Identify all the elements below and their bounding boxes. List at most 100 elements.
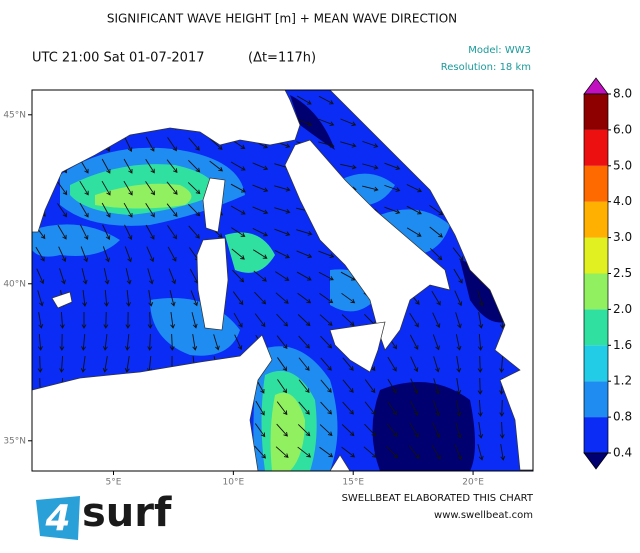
colorbar-label: 5.0	[613, 158, 632, 172]
arrow	[318, 271, 334, 281]
arrow	[80, 356, 86, 373]
arrow	[101, 180, 111, 196]
arrow	[478, 422, 484, 439]
africa	[32, 334, 273, 471]
arrow	[57, 224, 67, 240]
arrow	[432, 400, 440, 417]
arrow	[274, 250, 290, 259]
colorbar-band	[584, 201, 608, 238]
arrow	[125, 333, 130, 351]
arrow	[432, 334, 440, 351]
arrow	[409, 422, 419, 438]
arrow	[147, 333, 153, 351]
colorbar-label: 0.4	[613, 446, 632, 460]
colorbar-band	[584, 273, 608, 310]
arrow	[125, 268, 132, 285]
arrow	[432, 422, 441, 439]
arrow	[167, 225, 177, 240]
arrow	[298, 379, 310, 393]
arrow	[102, 356, 108, 373]
arrow	[297, 292, 312, 304]
arrow	[298, 401, 310, 415]
arrow	[146, 246, 155, 263]
patch	[32, 224, 120, 257]
arrow	[37, 355, 43, 373]
arrow	[274, 228, 291, 236]
arrow	[37, 333, 43, 351]
arrow	[499, 355, 505, 373]
arrow	[188, 137, 200, 151]
arrow	[454, 290, 463, 307]
arrow	[169, 290, 176, 307]
map	[32, 90, 533, 471]
arrow	[320, 379, 332, 393]
arrow	[319, 293, 334, 304]
arrow	[478, 312, 484, 329]
arrow	[191, 312, 198, 329]
arrow	[187, 182, 201, 195]
x-tick-label: 15°E	[342, 478, 364, 488]
y-tick-label: 35°N	[3, 436, 26, 446]
arrow	[386, 445, 399, 459]
arrow	[477, 290, 484, 307]
arrow	[232, 291, 244, 306]
arrow	[500, 444, 506, 461]
arrow	[499, 421, 505, 439]
colorbar-label: 8.0	[613, 87, 632, 101]
arrow	[340, 141, 357, 148]
arrow	[319, 446, 334, 458]
arrow	[477, 444, 484, 461]
arrow	[275, 446, 289, 458]
arrow	[298, 357, 310, 371]
arrow	[82, 290, 87, 307]
arrow	[79, 202, 89, 218]
url: www.swellbeat.com	[434, 510, 533, 521]
arrow	[364, 423, 377, 437]
arrow	[103, 334, 108, 351]
arrow	[432, 312, 441, 329]
arrow	[79, 180, 89, 196]
colorbar-band	[584, 129, 608, 166]
arrow	[410, 400, 419, 416]
axes: 5°E 10°E 15°E 20°E 35°N 40°N 45°N	[3, 110, 484, 487]
arrow	[274, 185, 291, 192]
arrow	[362, 185, 379, 192]
arrow	[59, 311, 65, 329]
arrow	[297, 314, 311, 327]
arrow	[384, 162, 401, 170]
arrow	[168, 268, 177, 285]
arrow	[59, 268, 66, 285]
sicily	[329, 321, 386, 373]
colorbar-label: 6.0	[613, 122, 632, 136]
arrow	[167, 137, 177, 152]
arrow	[409, 313, 419, 328]
colorbar-label: 2.5	[613, 266, 632, 280]
arrow	[296, 229, 313, 236]
logo-word: surf	[82, 490, 172, 536]
arrow	[56, 181, 68, 196]
arrow	[230, 161, 246, 171]
arrow	[145, 224, 155, 240]
arrow	[230, 205, 246, 215]
arrow	[363, 446, 377, 458]
colorbar-band	[584, 94, 608, 130]
arrow	[429, 248, 443, 261]
arrow	[456, 400, 462, 417]
arrow	[477, 377, 483, 395]
arrow	[318, 118, 335, 127]
arrow	[406, 227, 422, 237]
model: Model: WW3	[468, 45, 531, 56]
arrow	[126, 289, 131, 307]
patch	[95, 183, 192, 209]
libya	[329, 454, 351, 471]
arrow	[81, 268, 88, 285]
arrow	[124, 224, 133, 240]
arrow	[80, 246, 89, 263]
map-frame	[31, 89, 534, 472]
arrow	[342, 401, 354, 415]
arrow	[406, 184, 422, 193]
arrow	[252, 206, 269, 215]
arrow	[145, 159, 155, 174]
arrow	[276, 335, 288, 350]
